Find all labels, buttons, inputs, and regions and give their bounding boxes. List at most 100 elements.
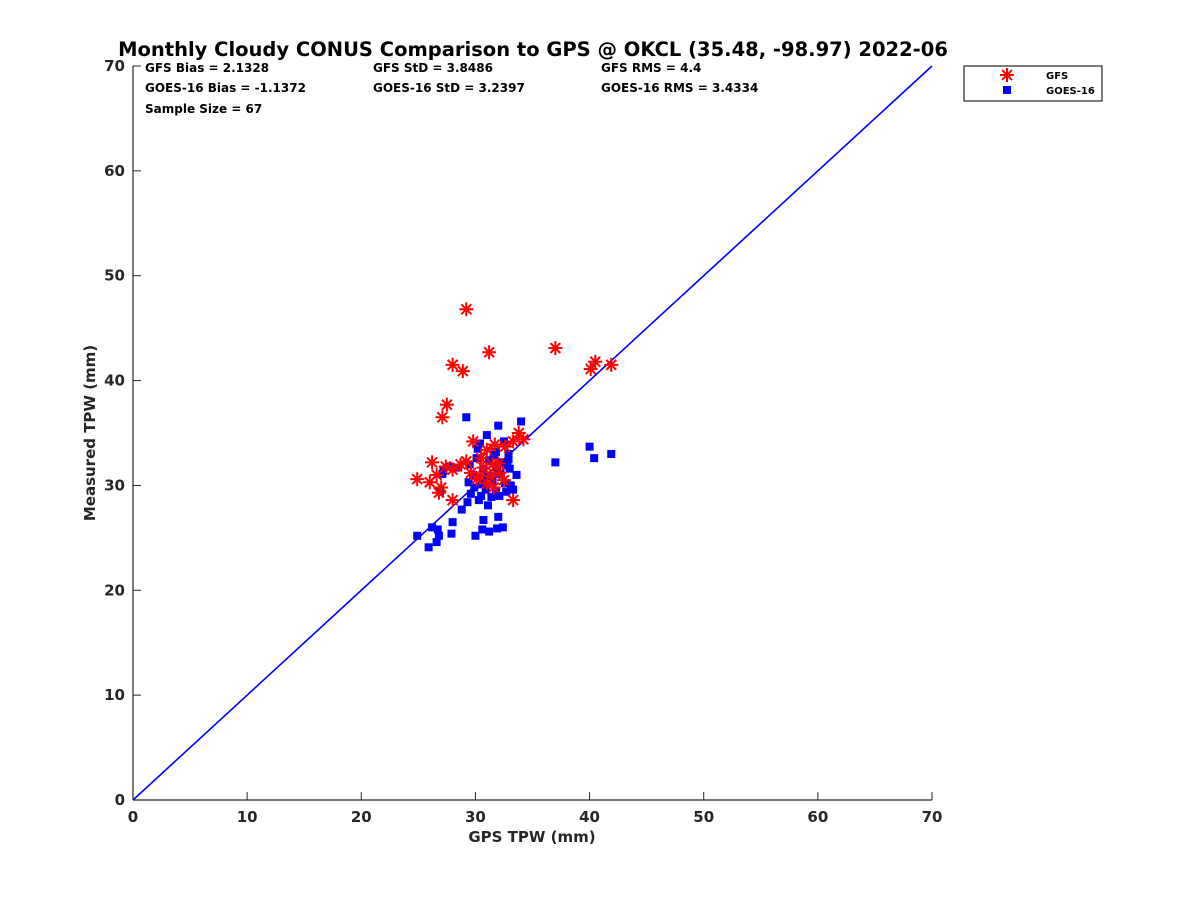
goes16-point (482, 431, 491, 440)
goes16-point (475, 439, 484, 448)
y-tick-label: 70 (104, 57, 125, 75)
stat-sample-size: Sample Size = 67 (145, 102, 262, 116)
goes16-point (483, 501, 492, 510)
gfs-point (429, 467, 444, 482)
one-to-one-line (132, 65, 933, 801)
goes16-point (478, 480, 487, 489)
goes16-point (477, 491, 486, 500)
goes16-point (478, 525, 487, 534)
goes16-point (489, 451, 498, 460)
goes16-point (501, 479, 510, 488)
goes16-point (481, 485, 490, 494)
goes16-point (498, 523, 507, 532)
x-tick-label: 30 (465, 808, 486, 826)
goes16-point (487, 492, 496, 501)
y-tick-label: 20 (104, 581, 125, 599)
goes16-point (464, 478, 473, 487)
goes16-point (448, 518, 457, 527)
goes16-point (517, 417, 526, 426)
gfs-point (459, 454, 474, 469)
goes16-point (438, 469, 447, 478)
goes16-point (607, 449, 616, 458)
y-tick-label: 50 (104, 267, 125, 285)
gfs-point (482, 345, 497, 360)
legend-gfs-asterisk (1000, 68, 1014, 82)
goes16-point (413, 531, 422, 540)
x-axis-label: GPS TPW (mm) (468, 828, 595, 846)
y-tick-label: 0 (115, 791, 125, 809)
gfs-point (445, 357, 460, 372)
x-tick-label: 20 (351, 808, 372, 826)
gfs-point (435, 410, 450, 425)
goes16-point (590, 454, 599, 463)
goes16-point (447, 529, 456, 538)
y-tick-label: 40 (104, 372, 125, 390)
legend-gfs-marker (1000, 68, 1014, 82)
gfs-point (487, 437, 502, 452)
y-tick-label: 10 (104, 686, 125, 704)
gfs-point (588, 354, 603, 369)
gfs-point (445, 462, 460, 477)
goes16-point (499, 437, 508, 446)
chart-title: Monthly Cloudy CONUS Comparison to GPS @… (118, 38, 948, 61)
y-tick-label: 60 (104, 162, 125, 180)
gfs-point (506, 434, 521, 449)
goes16-point (502, 487, 511, 496)
x-tick-label: 40 (579, 808, 600, 826)
y-ticks: 0 10 20 30 40 50 60 70 (104, 57, 141, 809)
gfs-point (453, 457, 468, 472)
goes16-point (505, 464, 514, 473)
goes16-point (471, 531, 480, 540)
gfs-point (434, 480, 449, 495)
gfs-point (516, 432, 531, 447)
gfs-point (422, 475, 437, 490)
goes16-point (494, 512, 503, 521)
one-to-one-line-group (132, 65, 933, 801)
goes16-point (506, 481, 515, 490)
legend-goes16-marker (1003, 86, 1011, 94)
gfs-point (455, 364, 470, 379)
goes16-point (462, 413, 471, 422)
goes16-point (434, 531, 443, 540)
goes16-point (493, 524, 502, 533)
legend: GFS GOES-16 (963, 65, 1103, 102)
gfs-point (431, 485, 446, 500)
gfs-point (486, 480, 501, 495)
stats-block: GFS Bias = 2.1328 GFS StD = 3.8486 GFS R… (145, 61, 758, 116)
x-tick-label: 50 (693, 808, 714, 826)
goes16-point (479, 516, 488, 525)
goes16-point (424, 543, 433, 552)
gfs-point (511, 426, 526, 440)
goes16-point (504, 449, 513, 458)
gfs-point (410, 472, 425, 487)
stat-gfs-bias: GFS Bias = 2.1328 (145, 61, 269, 75)
goes16-point (466, 489, 475, 498)
goes16-point (457, 505, 466, 514)
stat-goes-std: GOES-16 StD = 3.2397 (373, 81, 525, 95)
goes16-point (509, 485, 518, 494)
goes16-point (470, 483, 479, 492)
gfs-point (506, 493, 521, 508)
x-tick-label: 60 (807, 808, 828, 826)
series-gfs (410, 302, 619, 508)
gfs-point (583, 362, 598, 377)
goes16-point (494, 421, 503, 430)
goes16-point (485, 527, 494, 536)
goes16-point (474, 496, 483, 505)
gfs-point (548, 341, 563, 356)
goes16-point (428, 523, 437, 532)
legend-gfs-label: GFS (1046, 71, 1068, 82)
goes16-point (488, 477, 497, 486)
stat-goes-bias: GOES-16 Bias = -1.1372 (145, 81, 306, 95)
plot-axes (132, 66, 932, 801)
x-ticks: 0 10 20 30 40 50 60 70 (128, 792, 942, 826)
gfs-point (492, 465, 507, 480)
gfs-point (459, 302, 474, 317)
goes16-point (512, 470, 521, 479)
stat-gfs-std: GFS StD = 3.8486 (373, 61, 493, 75)
goes16-point (504, 455, 513, 464)
goes16-point (585, 442, 594, 451)
goes16-point (463, 498, 472, 507)
